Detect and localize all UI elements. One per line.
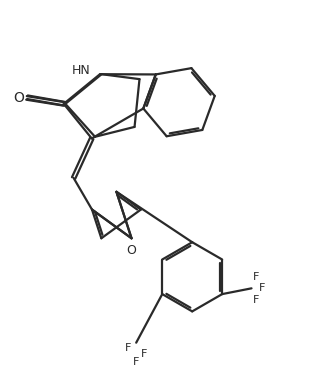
Text: F: F	[141, 349, 147, 359]
Text: F: F	[253, 272, 260, 282]
Text: F: F	[253, 295, 260, 305]
Text: F: F	[259, 283, 265, 293]
Text: F: F	[133, 357, 139, 366]
Text: O: O	[13, 91, 24, 105]
Text: F: F	[125, 343, 131, 353]
Text: HN: HN	[72, 64, 91, 77]
Text: O: O	[127, 244, 136, 257]
